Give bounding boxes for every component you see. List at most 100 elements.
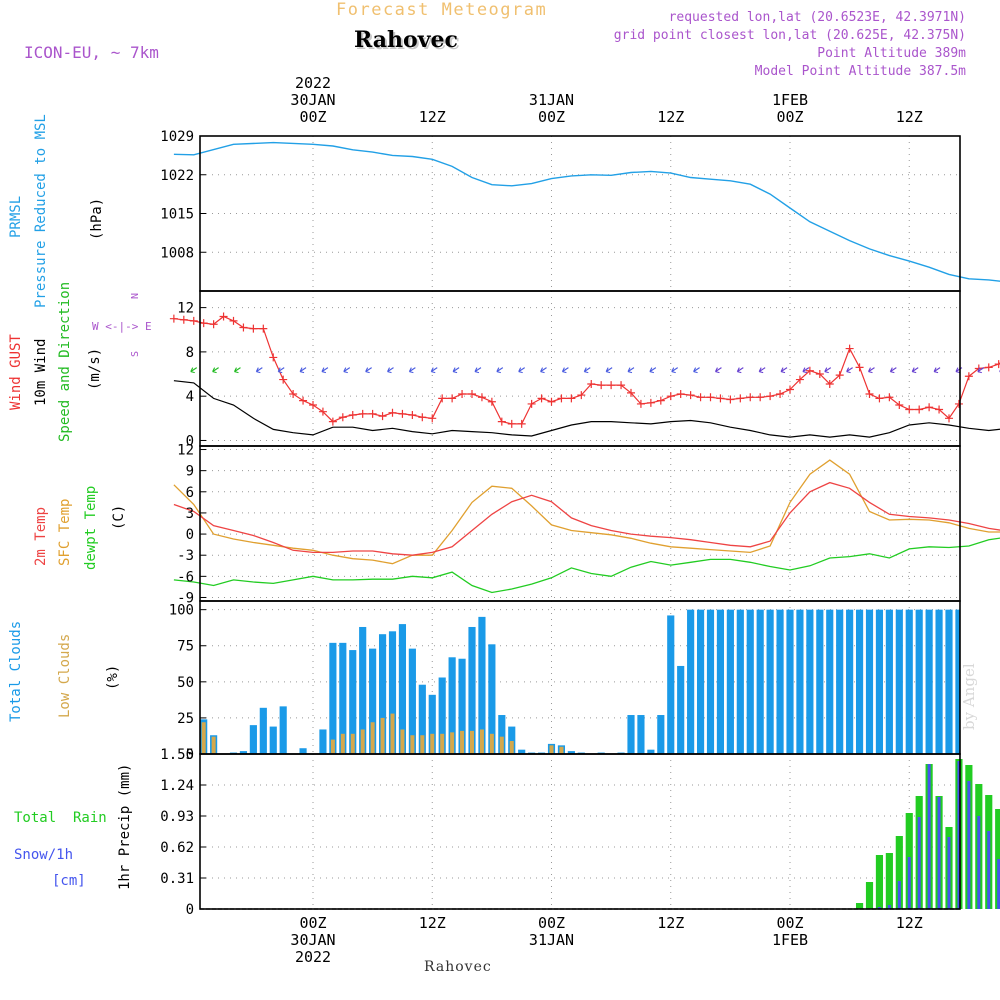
total-cloud-bar [339, 642, 347, 754]
low-cloud-bar [509, 741, 514, 754]
compass-north: N [130, 292, 141, 299]
grid-point-location: grid point closest lon,lat (20.625E, 42.… [613, 28, 966, 43]
total-cloud-bar [677, 665, 685, 754]
wind-direction-arrow [649, 367, 657, 374]
total-cloud-bar [299, 748, 307, 754]
pressure-tick-label: 1022 [160, 168, 194, 184]
total-cloud-bar [846, 609, 854, 754]
bottom-time-label: 12Z [896, 914, 923, 932]
total-cloud-bar [408, 648, 416, 754]
total-cloud-bar [796, 609, 804, 754]
gust-marker [338, 413, 347, 422]
wind-direction-arrow [736, 367, 744, 374]
total-cloud-bar [905, 609, 913, 754]
wind-frame [199, 290, 961, 447]
snow-label: Snow/1h [14, 847, 74, 863]
total-cloud-bar [875, 609, 884, 754]
total-cloud-bar [955, 609, 960, 754]
total-cloud-bar [349, 650, 357, 754]
bottom-time-label: 00Z [538, 914, 565, 932]
wind-direction-arrow [583, 367, 591, 374]
wind-10m-line [173, 380, 1000, 438]
total-cloud-bar [518, 749, 526, 754]
gust-marker [845, 344, 854, 353]
snow-bar [977, 816, 981, 909]
compass-west-east: W <-|-> E [92, 320, 152, 333]
total-cloud-bar [687, 609, 695, 754]
low-cloud-bar [479, 729, 484, 754]
wind-direction-arrow [561, 367, 569, 374]
gust-marker [567, 394, 576, 403]
gust-marker [269, 353, 278, 362]
total-cloud-bar [498, 715, 506, 754]
wind-direction-arrow [671, 367, 679, 374]
gust-marker [189, 316, 198, 325]
total-cloud-bar [826, 609, 834, 754]
total-cloud-bar [706, 609, 715, 754]
compass-south: S [130, 350, 141, 357]
total-cloud-bar [478, 616, 486, 754]
gust-marker [259, 324, 268, 333]
location-title: Rahovec [354, 27, 458, 53]
gust-marker [587, 380, 596, 388]
footer-location: Rahovec [424, 959, 492, 975]
low-cloud-bar [450, 732, 455, 754]
gust-marker [696, 393, 705, 402]
total-cloud-bar [458, 658, 466, 754]
gust-marker [746, 393, 755, 402]
gust-marker [835, 371, 844, 380]
gust-marker [656, 396, 665, 405]
wind-tick-label: 12 [177, 301, 194, 317]
wind-gust-line [173, 315, 1000, 425]
gust-marker [448, 394, 457, 403]
low-cloud-bar [430, 733, 435, 754]
rain-bar [855, 903, 864, 909]
gust-marker [855, 363, 864, 372]
wind-direction-arrow [933, 367, 941, 374]
low-cloud-bar [400, 729, 405, 754]
wind-direction-arrow [889, 367, 897, 374]
wind-direction-arrow [233, 367, 241, 374]
snow-bar [997, 859, 1000, 909]
bottom-time-label: 12Z [657, 914, 684, 932]
gust-marker [776, 389, 785, 398]
wind-direction-arrow [212, 367, 219, 374]
low-cloud-bar [360, 729, 365, 754]
grid-layer [200, 135, 960, 910]
wind-direction-arrow [387, 367, 394, 374]
rain-bar [895, 836, 903, 909]
low-cloud-bar [549, 745, 554, 754]
low-cloud-bar [489, 733, 494, 754]
pressure-label-prmsl: PRMSL [8, 195, 24, 238]
pressure-tick-label: 1029 [160, 129, 194, 145]
top-time-label: 00Z [299, 108, 326, 126]
low-cloud-bar [380, 717, 385, 754]
gust-marker [706, 393, 715, 402]
snow-bar [877, 907, 881, 909]
gust-marker [209, 320, 218, 329]
low-cloud-bar [201, 722, 206, 754]
total-cloud-bar [746, 609, 754, 754]
total-cloud-bar [836, 609, 844, 754]
bottom-time-label: 31JAN [529, 931, 574, 949]
total-cloud-bar [647, 749, 655, 754]
temp-2m-line [173, 481, 1000, 556]
gust-marker [786, 385, 794, 394]
gust-marker [547, 397, 556, 406]
top-time-label: 00Z [538, 108, 565, 126]
gust-marker [438, 394, 447, 403]
gust-marker [507, 419, 516, 428]
total-cloud-bar [935, 609, 943, 754]
gust-marker [289, 389, 298, 398]
pressure-unit: (hPa) [89, 197, 105, 240]
gust-marker [984, 363, 993, 372]
dewpt-line [173, 537, 1000, 594]
precip-tick-label: 0.93 [160, 809, 194, 825]
temperature-tick-label: -6 [177, 569, 194, 585]
wind-direction-arrow [343, 367, 351, 374]
low-cloud-bar [559, 746, 564, 754]
total-cloud-bar [428, 694, 436, 754]
low-cloud-bar [211, 736, 216, 754]
temperature-tick-label: 3 [186, 506, 194, 522]
gust-marker [219, 312, 228, 321]
